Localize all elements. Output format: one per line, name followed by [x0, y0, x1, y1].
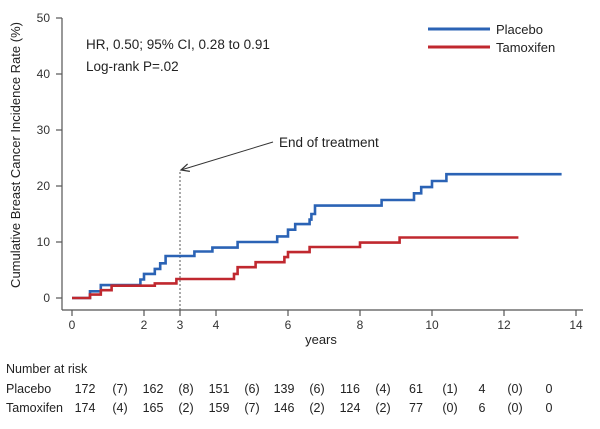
end-of-treatment-label: End of treatment [279, 135, 379, 150]
y-tick-label: 40 [37, 67, 51, 81]
y-axis-ticks: 0 10 20 30 40 50 [37, 11, 62, 305]
x-tick-label: 14 [569, 318, 583, 332]
series-line-placebo [72, 172, 562, 300]
risk-cell: 0 [546, 401, 553, 415]
hazard-ratio-text: HR, 0.50; 95% CI, 0.28 to 0.91 [86, 37, 270, 52]
risk-cell: (7) [112, 382, 127, 396]
risk-table-title: Number at risk [6, 362, 88, 376]
x-tick-label: 0 [69, 318, 76, 332]
risk-cell: (7) [244, 401, 259, 415]
risk-cell: (4) [112, 401, 127, 415]
x-tick-label: 12 [497, 318, 511, 332]
risk-cell: (2) [375, 401, 390, 415]
x-tick-label: 3 [177, 318, 184, 332]
risk-cell: 159 [209, 401, 230, 415]
x-tick-label: 2 [141, 318, 148, 332]
y-tick-label: 0 [43, 291, 50, 305]
x-axis-label: years [305, 332, 337, 347]
y-axis-label: Cumulative Breast Cancer Incidence Rate … [8, 22, 23, 288]
end-of-treatment-arrowhead [179, 163, 190, 172]
y-tick-label: 20 [37, 179, 51, 193]
x-tick-label: 8 [357, 318, 364, 332]
risk-cell: 165 [143, 401, 164, 415]
y-tick-label: 30 [37, 123, 51, 137]
risk-cell: 124 [340, 401, 361, 415]
end-of-treatment-arrow [180, 141, 274, 171]
risk-cell: 162 [143, 382, 164, 396]
risk-table: Placebo 172 (7) 162 (8) 151 (6) 139 (6) 116 (4) 61 (… [6, 382, 553, 415]
risk-cell: 172 [75, 382, 96, 396]
risk-cell: (0) [442, 401, 457, 415]
risk-cell: (2) [309, 401, 324, 415]
y-tick-label: 10 [37, 235, 51, 249]
x-tick-label: 4 [213, 318, 220, 332]
x-tick-label: 10 [425, 318, 439, 332]
risk-cell: 61 [409, 382, 423, 396]
x-tick-label: 6 [285, 318, 292, 332]
legend-label-tamoxifen: Tamoxifen [496, 40, 555, 55]
risk-cell: 146 [274, 401, 295, 415]
risk-cell: 116 [340, 382, 360, 396]
risk-cell: (6) [309, 382, 324, 396]
risk-cell: 174 [75, 401, 96, 415]
x-axis-ticks: 0 2 3 4 6 8 10 12 14 [69, 310, 583, 332]
series-line-tamoxifen [72, 236, 519, 300]
y-tick-label: 50 [37, 11, 51, 25]
risk-cell: (6) [244, 382, 259, 396]
risk-cell: (0) [507, 382, 522, 396]
risk-row-label: Placebo [6, 382, 51, 396]
log-rank-text: Log-rank P=.02 [86, 59, 179, 74]
risk-cell: (2) [178, 401, 193, 415]
risk-cell: 0 [546, 382, 553, 396]
risk-cell: (1) [442, 382, 457, 396]
risk-cell: 6 [479, 401, 486, 415]
risk-cell: 151 [209, 382, 230, 396]
risk-cell: (8) [178, 382, 193, 396]
legend: Placebo Tamoxifen [428, 22, 555, 55]
risk-cell: 139 [274, 382, 295, 396]
risk-row-label: Tamoxifen [6, 401, 63, 415]
risk-cell: (4) [375, 382, 390, 396]
risk-cell: 77 [409, 401, 423, 415]
series-layer [72, 172, 562, 300]
risk-cell: (0) [507, 401, 522, 415]
risk-cell: 4 [479, 382, 486, 396]
legend-label-placebo: Placebo [496, 22, 543, 37]
